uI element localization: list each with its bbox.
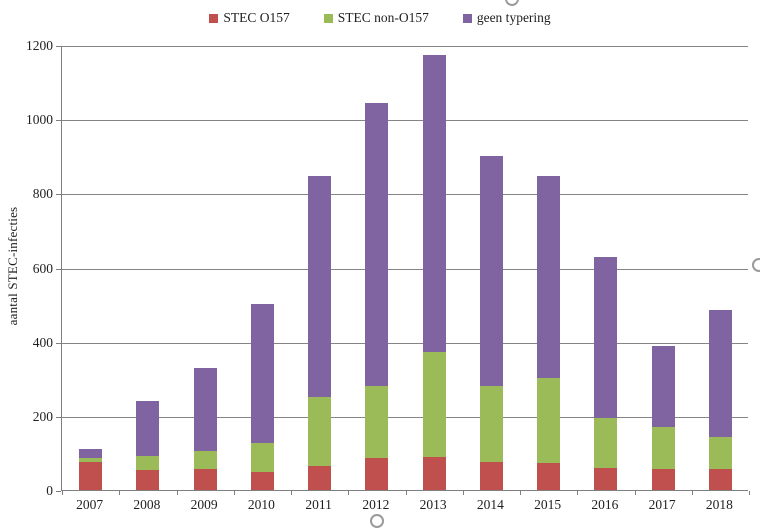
bar-segment-2015-stec-o157[interactable] [537,462,561,490]
bar-segment-2017-geen-typering[interactable] [651,345,675,427]
bar-segment-2016-stec-non-o157[interactable] [594,417,618,468]
legend-item-stec-o157[interactable]: STEC O157 [209,10,290,26]
bar-segment-2013-stec-non-o157[interactable] [422,352,446,458]
y-axis-tick-200 [56,416,61,418]
x-axis-label-2015: 2015 [534,497,562,512]
bar-segment-2013-stec-o157[interactable] [422,457,446,490]
y-axis-label-800: 800 [32,186,53,202]
bar-segment-2016-stec-o157[interactable] [594,467,618,490]
y-axis-label-600: 600 [32,260,53,276]
bar-segment-2010-stec-o157[interactable] [250,471,274,490]
bar-segment-2012-stec-o157[interactable] [365,458,389,490]
x-axis-label-2007: 2007 [76,497,104,512]
legend-label-stec-non-o157: STEC non-O157 [337,10,429,25]
x-axis-label-2008: 2008 [133,497,161,512]
x-axis-label-2017: 2017 [648,497,676,512]
x-axis-label-2012: 2012 [362,497,390,512]
bar-segment-2008-stec-non-o157[interactable] [136,456,160,470]
legend-label-geen-typering: geen typering [476,10,551,25]
y-axis-tick-400 [56,342,61,344]
bar-segment-2017-stec-o157[interactable] [651,468,675,490]
x-axis-tick-2 [176,491,178,495]
x-axis-tick-3 [233,491,235,495]
x-axis-tick-1 [119,491,121,495]
bar-segment-2014-stec-non-o157[interactable] [479,385,503,462]
gridline-1000 [62,120,748,122]
bar-segment-2007-stec-o157[interactable] [79,461,103,490]
x-axis-tick-12 [749,491,750,495]
bar-segment-2011-stec-o157[interactable] [308,465,332,490]
chart-legend: STEC O157 STEC non-O157 geen typering [0,8,760,28]
x-axis-label-2010: 2010 [247,497,275,512]
x-axis-tick-4 [291,491,292,495]
bar-segment-2018-geen-typering[interactable] [708,309,732,437]
bar-segment-2007-stec-non-o157[interactable] [79,458,103,462]
y-axis-tick-800 [56,194,61,196]
x-axis-label-2014: 2014 [476,497,504,512]
y-axis-label-1000: 1000 [26,112,53,128]
y-axis-tick-1000 [56,120,61,122]
bar-segment-2008-geen-typering[interactable] [136,401,160,457]
gridline-200 [62,416,748,418]
bar-segment-2017-stec-non-o157[interactable] [651,426,675,469]
y-axis-label-200: 200 [32,408,53,424]
legend-swatch-purple-icon [462,13,472,23]
bar-segment-2012-stec-non-o157[interactable] [365,385,389,459]
bar-segment-2013-geen-typering[interactable] [422,54,446,353]
bar-segment-2015-stec-non-o157[interactable] [537,378,561,463]
bar-segment-2007-geen-typering[interactable] [79,449,103,459]
bar-segment-2018-stec-o157[interactable] [708,469,732,490]
bar-segment-2009-geen-typering[interactable] [193,368,217,452]
y-axis-tick-0 [56,491,61,492]
legend-label-stec-o157: STEC O157 [223,10,290,25]
bar-segment-2014-stec-o157[interactable] [479,461,503,490]
x-axis-tick-7 [462,491,464,495]
legend-swatch-green-icon [323,13,333,23]
x-axis-label-2018: 2018 [705,497,733,512]
x-axis-label-2009: 2009 [190,497,218,512]
bar-segment-2009-stec-non-o157[interactable] [193,451,217,469]
gridline-600 [62,268,748,270]
x-axis-label-2011: 2011 [305,497,332,512]
legend-item-stec-non-o157[interactable]: STEC non-O157 [323,10,429,26]
x-axis-tick-5 [348,491,350,495]
selection-handle-right[interactable] [752,258,760,272]
bar-segment-2012-geen-typering[interactable] [365,102,389,386]
x-axis-label-2013: 2013 [419,497,447,512]
selection-handle-bottom[interactable] [370,514,384,528]
bar-segment-2011-stec-non-o157[interactable] [308,397,332,466]
x-axis-tick-11 [691,491,693,495]
bar-segment-2009-stec-o157[interactable] [193,468,217,490]
x-axis-tick-8 [520,491,521,495]
gridline-400 [62,342,748,344]
legend-swatch-red-icon [209,13,219,23]
bar-segment-2018-stec-non-o157[interactable] [708,436,732,470]
bar-segment-2010-stec-non-o157[interactable] [250,442,274,472]
selection-handle-top[interactable] [505,0,519,6]
x-axis-tick-0 [62,491,63,495]
x-axis-tick-9 [577,491,579,495]
bar-segment-2016-geen-typering[interactable] [594,257,618,418]
y-axis-label-1200: 1200 [26,38,53,53]
y-axis-tick-1200 [56,46,61,47]
bar-segment-2008-stec-o157[interactable] [136,469,160,490]
y-axis-label-0: 0 [46,483,53,498]
bar-segment-2010-geen-typering[interactable] [250,303,274,443]
bar-segment-2015-geen-typering[interactable] [537,175,561,379]
legend-item-geen-typering[interactable]: geen typering [462,10,551,26]
x-axis-label-2016: 2016 [591,497,619,512]
gridline-800 [62,194,748,196]
bar-segment-2014-geen-typering[interactable] [479,156,503,386]
bar-segment-2011-geen-typering[interactable] [308,176,332,398]
y-axis-tick-600 [56,268,61,270]
gridline-1200 [62,46,748,47]
plot-area [56,46,750,495]
x-axis-tick-10 [634,491,636,495]
x-axis-tick-6 [405,491,407,495]
y-axis-label-400: 400 [32,334,53,350]
